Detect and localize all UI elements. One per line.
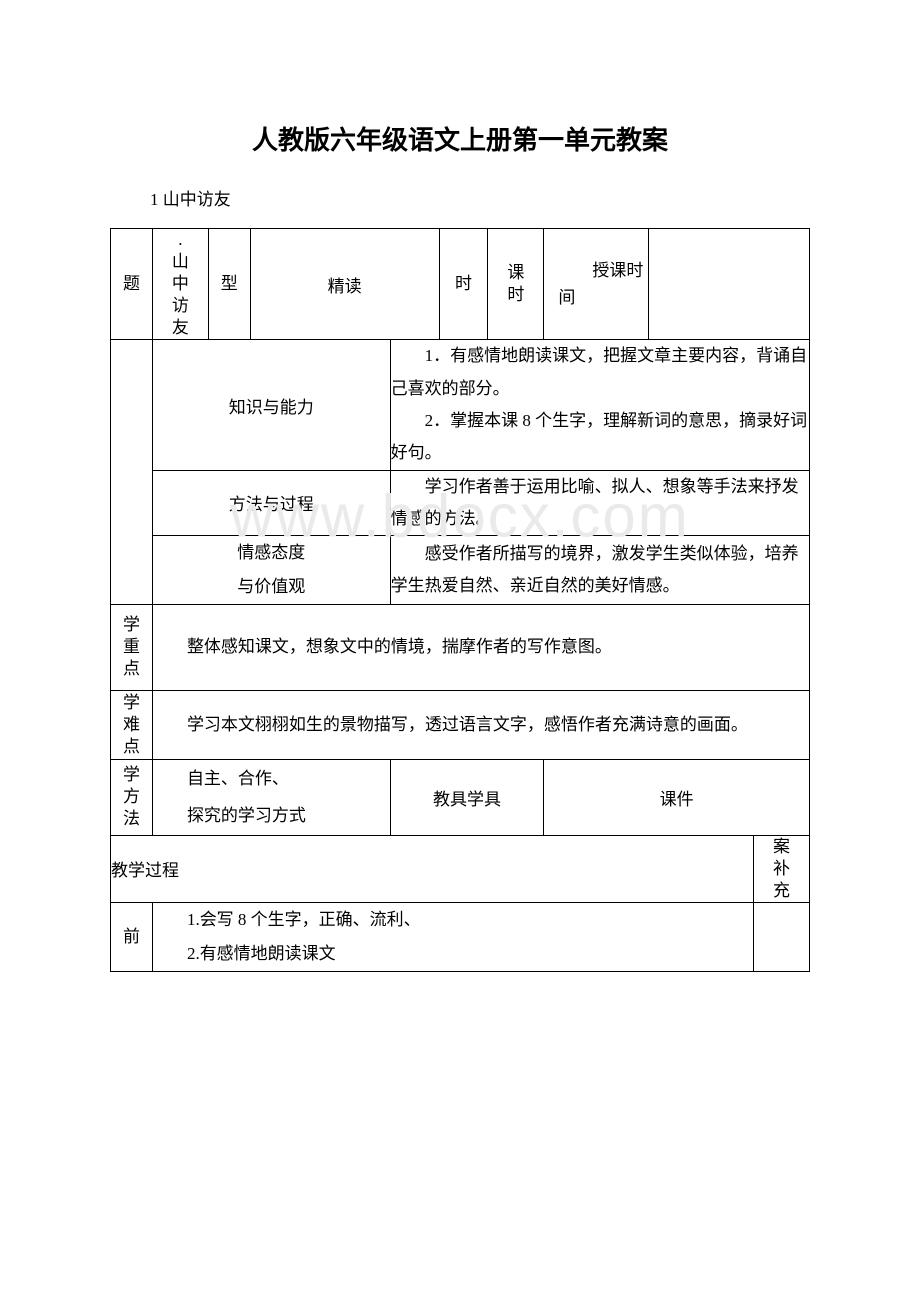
cell-period-label: 课时 bbox=[488, 229, 544, 340]
lesson-subtitle: 1 山中访友 bbox=[150, 185, 810, 210]
cell-knowledge-label: 知识与能力 bbox=[152, 340, 390, 470]
cell-emotion-label: 情感态度 与价值观 bbox=[152, 536, 390, 605]
cell-key-label: 学重点 bbox=[111, 605, 153, 690]
document-page: www.bdocx.com 人教版六年级语文上册第一单元教案 1 山中访友 题 … bbox=[0, 0, 920, 1032]
cell-topic-value: .山中访友 bbox=[152, 229, 208, 340]
page-title: 人教版六年级语文上册第一单元教案 bbox=[110, 120, 810, 157]
cell-tools-label: 教具学具 bbox=[390, 759, 544, 835]
cell-topic-label: 题 bbox=[111, 229, 153, 340]
cell-teachtime-value bbox=[649, 229, 810, 340]
table-row: 情感态度 与价值观 感受作者所描写的境界，激发学生类似体验，培养学生热爱自然、亲… bbox=[111, 536, 810, 605]
cell-type-label: 型 bbox=[208, 229, 250, 340]
table-row: 前 1.会写 8 个生字，正确、流利、 2.有感情地朗读课文 bbox=[111, 902, 810, 971]
cell-method-text: 学习作者善于运用比喻、拟人、想象等手法来抒发情感的方法。 bbox=[390, 470, 809, 536]
cell-difficulty-text: 学习本文栩栩如生的景物描写，透过语言文字，感悟作者充满诗意的画面。 bbox=[152, 690, 809, 759]
cell-process-side: 案补充 bbox=[754, 835, 810, 902]
cell-key-text: 整体感知课文，想象文中的情境，揣摩作者的写作意图。 bbox=[152, 605, 809, 690]
cell-teachmethod-text: 自主、合作、 探究的学习方式 bbox=[152, 759, 390, 835]
table-row: 教学过程 案补充 bbox=[111, 835, 810, 902]
table-row: 学方法 自主、合作、 探究的学习方式 教具学具 课件 bbox=[111, 759, 810, 835]
cell-prep-side bbox=[754, 902, 810, 971]
cell-process-label: 教学过程 bbox=[111, 835, 754, 902]
cell-prep-text: 1.会写 8 个生字，正确、流利、 2.有感情地朗读课文 bbox=[152, 902, 753, 971]
cell-type-value: 精读 bbox=[250, 229, 439, 340]
lesson-plan-table: 题 .山中访友 型 精读 时 课时 授课时间 bbox=[110, 228, 810, 972]
table-row: 学重点 整体感知课文，想象文中的情境，揣摩作者的写作意图。 bbox=[111, 605, 810, 690]
cell-objectives-side bbox=[111, 340, 153, 605]
cell-tools-value: 课件 bbox=[544, 759, 810, 835]
cell-knowledge-text: 1．有感情地朗读课文，把握文章主要内容，背诵自己喜欢的部分。 2．掌握本课 8 … bbox=[390, 340, 809, 470]
cell-prep-label: 前 bbox=[111, 902, 153, 971]
cell-teachmethod-label: 学方法 bbox=[111, 759, 153, 835]
table-row: 知识与能力 1．有感情地朗读课文，把握文章主要内容，背诵自己喜欢的部分。 2．掌… bbox=[111, 340, 810, 470]
cell-hours-label: 时 bbox=[439, 229, 488, 340]
cell-emotion-text: 感受作者所描写的境界，激发学生类似体验，培养学生热爱自然、亲近自然的美好情感。 bbox=[390, 536, 809, 605]
cell-difficulty-label: 学难点 bbox=[111, 690, 153, 759]
table-row: 题 .山中访友 型 精读 时 课时 授课时间 bbox=[111, 229, 810, 340]
table-row: 方法与过程 学习作者善于运用比喻、拟人、想象等手法来抒发情感的方法。 bbox=[111, 470, 810, 536]
table-row: 学难点 学习本文栩栩如生的景物描写，透过语言文字，感悟作者充满诗意的画面。 bbox=[111, 690, 810, 759]
cell-method-label: 方法与过程 bbox=[152, 470, 390, 536]
cell-teachtime-label: 授课时间 bbox=[544, 229, 649, 340]
